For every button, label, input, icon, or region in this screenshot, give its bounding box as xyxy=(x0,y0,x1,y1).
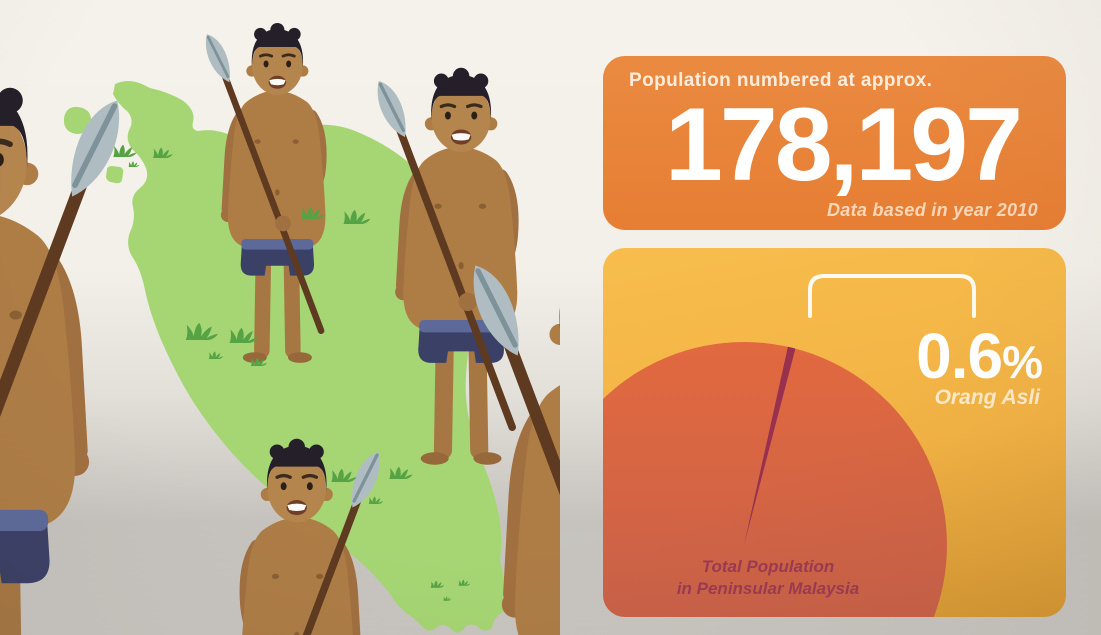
total-label-line1: Total Population xyxy=(701,557,835,576)
callout-bracket xyxy=(808,274,976,318)
tribesman-figure-2 xyxy=(0,78,119,635)
pie-base-circle xyxy=(603,342,947,617)
population-value: 178,197 xyxy=(665,87,1023,203)
population-card-title: Population numbered at approx. xyxy=(629,70,933,91)
total-label-line2: in Peninsular Malaysia xyxy=(676,579,860,599)
percent-value: 0.6% xyxy=(916,324,1043,388)
proportion-card: 0.6% Orang Asli Total Population in Peni… xyxy=(603,248,1066,617)
percent-sign: % xyxy=(1002,336,1043,388)
percent-number: 0.6 xyxy=(916,320,1003,392)
island-penang xyxy=(106,166,124,184)
percent-label: Orang Asli xyxy=(934,386,1040,409)
pie-slice-orang-asli xyxy=(744,346,796,545)
pie-chart xyxy=(603,342,947,617)
population-source-note: Data based in year 2010 xyxy=(826,200,1038,220)
total-population-label: Total Population in Peninsular Malaysia xyxy=(643,556,893,600)
population-card: Population numbered at approx. 178,197 D… xyxy=(603,56,1066,230)
peninsular-malaysia-map-illustration xyxy=(0,0,560,635)
island-langkawi xyxy=(63,106,92,134)
